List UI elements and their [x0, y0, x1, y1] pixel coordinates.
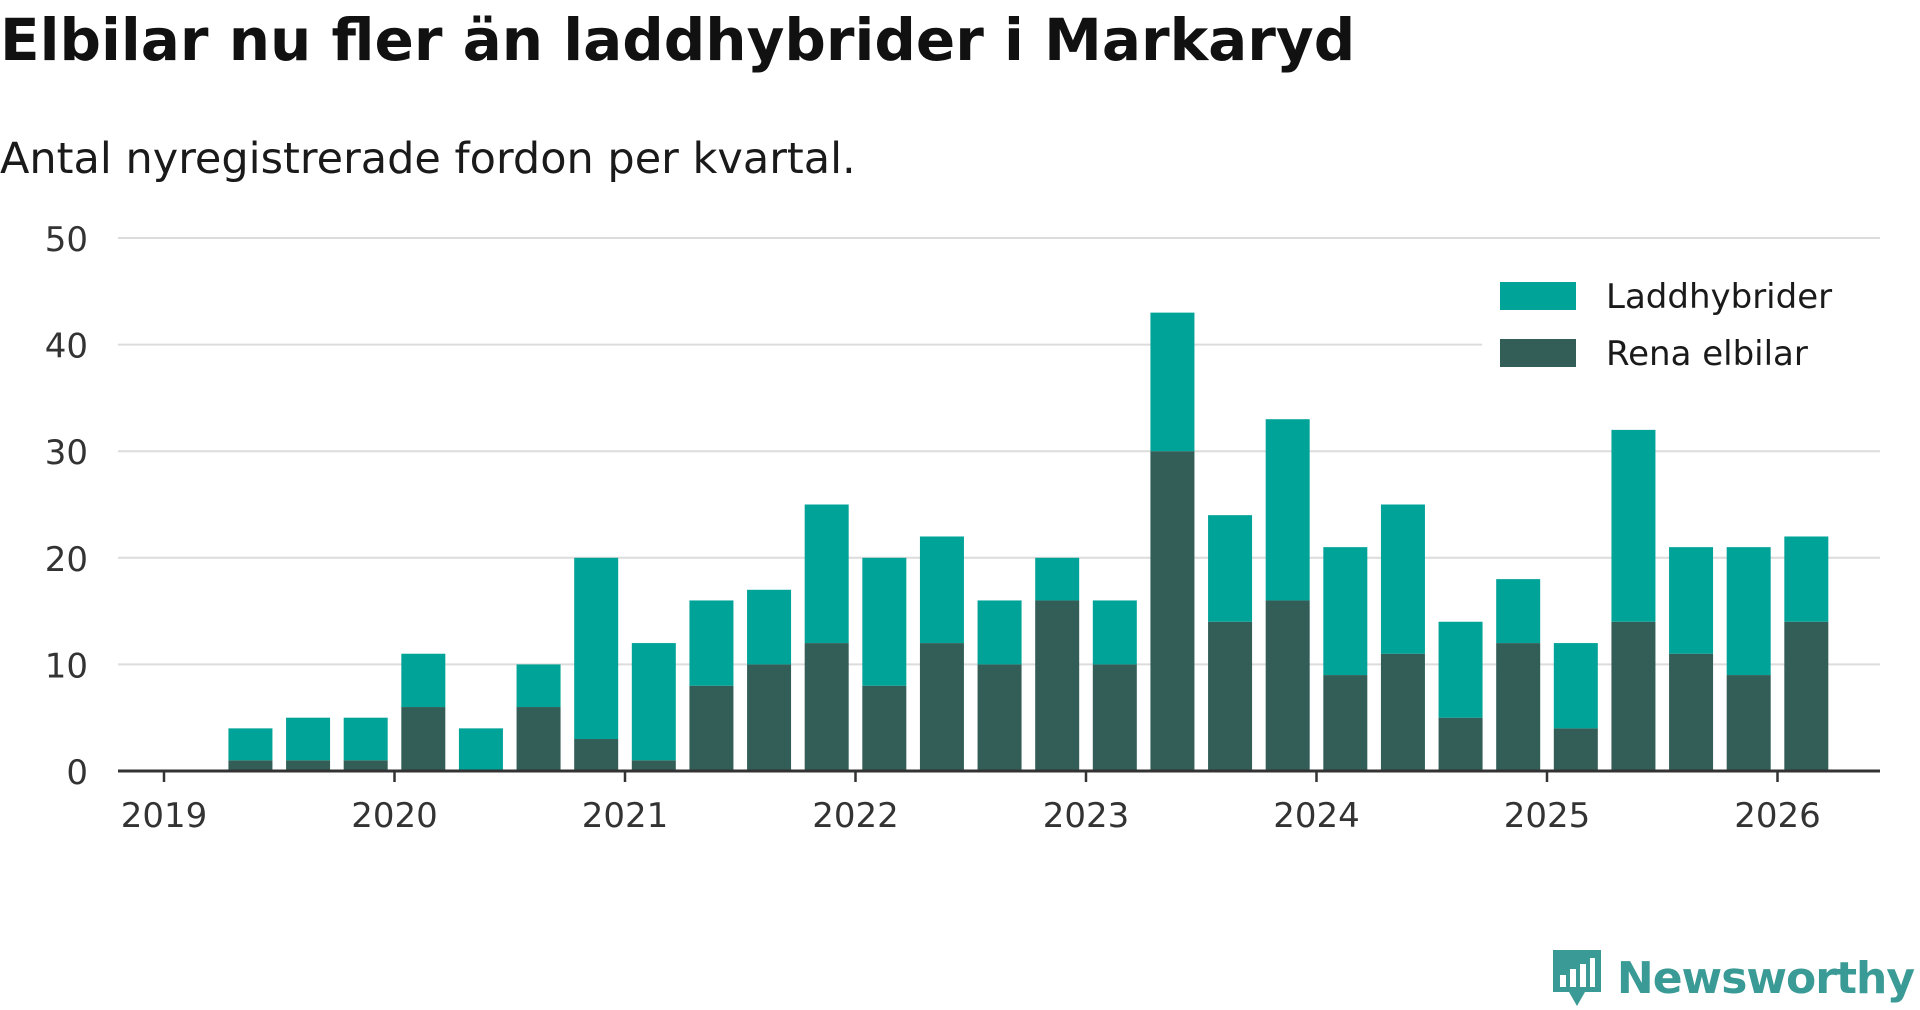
bar-laddhybrider [919, 536, 964, 644]
x-tick-label: 2023 [1043, 796, 1130, 836]
bar-laddhybrider [1553, 643, 1598, 729]
x-tick-label: 2025 [1504, 796, 1591, 836]
chart-subtitle: Antal nyregistrerade fordon per kvartal. [0, 134, 856, 184]
bar-laddhybrider [1208, 515, 1253, 622]
bar-rena-elbilar [1784, 621, 1829, 771]
bar-laddhybrider [804, 504, 849, 644]
bar-laddhybrider [1496, 579, 1541, 644]
bar-laddhybrider [1669, 547, 1714, 654]
bar-rena-elbilar [862, 685, 907, 771]
bar-rena-elbilar [1208, 621, 1253, 771]
legend-swatch-laddhybrider [1500, 282, 1576, 310]
brand-name: Newsworthy [1616, 953, 1915, 1004]
bar-laddhybrider [1035, 557, 1080, 601]
bar-rena-elbilar [747, 664, 792, 771]
bar-rena-elbilar [574, 739, 619, 771]
bar-laddhybrider [977, 600, 1022, 665]
bar-rena-elbilar [804, 643, 849, 771]
bar-rena-elbilar [1438, 717, 1483, 771]
bar-laddhybrider [1265, 419, 1310, 601]
bar-rena-elbilar [1726, 675, 1771, 771]
x-tick-label: 2020 [351, 796, 438, 836]
bar-rena-elbilar [1092, 664, 1137, 771]
bar-laddhybrider [228, 728, 273, 761]
x-tick-label: 2021 [582, 796, 669, 836]
bar-rena-elbilar [1611, 621, 1656, 771]
y-tick-label: 30 [45, 433, 88, 473]
bar-laddhybrider [286, 717, 331, 761]
bar-laddhybrider [1438, 621, 1483, 718]
bar-rena-elbilar [689, 685, 734, 771]
bar-laddhybrider [1611, 429, 1656, 622]
bar-laddhybrider [458, 728, 503, 771]
x-tick-label: 2022 [812, 796, 899, 836]
bar-rena-elbilar [1496, 643, 1541, 771]
x-tick-label: 2026 [1734, 796, 1821, 836]
bar-rena-elbilar [631, 760, 676, 771]
y-tick-label: 40 [45, 327, 88, 367]
y-tick-label: 20 [45, 540, 88, 580]
bar-rena-elbilar [1265, 600, 1310, 771]
bar-laddhybrider [689, 600, 734, 686]
bar-rena-elbilar [1380, 653, 1425, 771]
legend-label-laddhybrider: Laddhybrider [1606, 277, 1832, 317]
bar-rena-elbilar [1035, 600, 1080, 771]
bar-laddhybrider [631, 643, 676, 761]
x-tick-label: 2019 [121, 796, 208, 836]
bar-laddhybrider [862, 557, 907, 686]
bar-laddhybrider [343, 717, 388, 761]
y-tick-label: 0 [66, 753, 88, 793]
bar-laddhybrider [516, 664, 561, 708]
bar-rena-elbilar [228, 760, 273, 771]
legend-swatch-rena-elbilar [1500, 339, 1576, 367]
bar-rena-elbilar [286, 760, 331, 771]
bar-rena-elbilar [516, 707, 561, 771]
bar-rena-elbilar [1150, 451, 1195, 771]
bar-laddhybrider [1092, 600, 1137, 665]
brand-logo: Newsworthy [1551, 948, 1915, 1010]
bar-rena-elbilar [1553, 728, 1598, 771]
x-tick-label: 2024 [1273, 796, 1360, 836]
bar-laddhybrider [1150, 312, 1195, 452]
bar-rena-elbilar [343, 760, 388, 771]
y-tick-label: 50 [45, 220, 88, 260]
bar-laddhybrider [1726, 547, 1771, 676]
bar-rena-elbilar [1669, 653, 1714, 771]
bar-laddhybrider [1380, 504, 1425, 654]
y-tick-label: 10 [45, 646, 88, 686]
newsworthy-logo-icon [1552, 950, 1601, 1006]
bar-rena-elbilar [977, 664, 1022, 771]
bar-rena-elbilar [401, 707, 446, 771]
chart-title: Elbilar nu fler än laddhybrider i Markar… [0, 6, 1356, 74]
bar-rena-elbilar [1323, 675, 1368, 771]
bar-laddhybrider [401, 653, 446, 708]
bar-laddhybrider [1784, 536, 1829, 622]
legend-label-rena-elbilar: Rena elbilar [1606, 334, 1808, 374]
bar-laddhybrider [574, 557, 619, 740]
bar-rena-elbilar [919, 643, 964, 771]
bar-laddhybrider [1323, 547, 1368, 676]
bar-laddhybrider [747, 589, 792, 665]
